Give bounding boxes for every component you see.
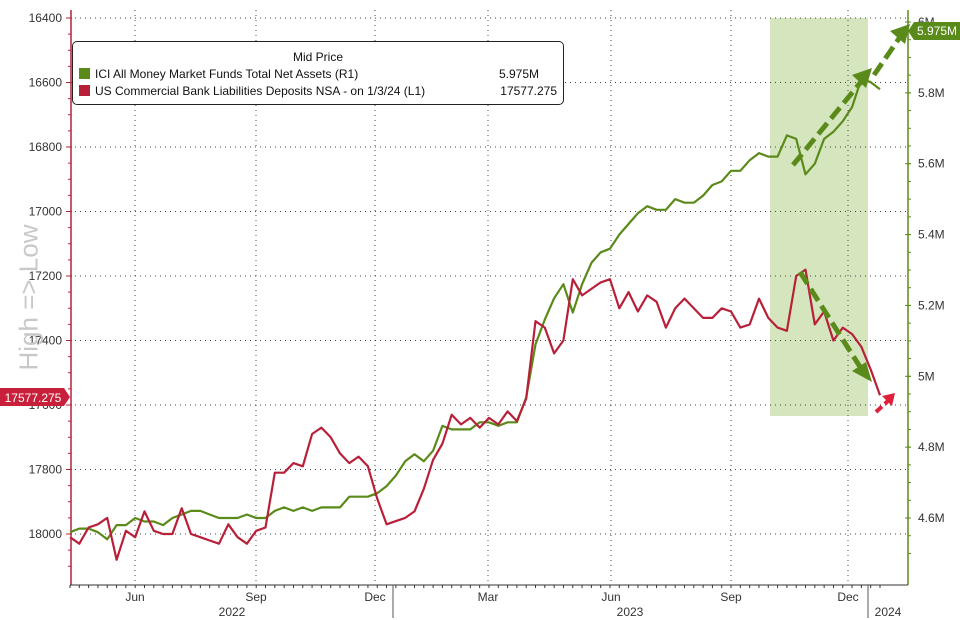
x-tick-label: Dec	[837, 590, 858, 604]
green-up-arrow-head	[852, 68, 872, 88]
x-tick-label: Sep	[720, 590, 742, 604]
legend-name-deposits: US Commercial Bank Liabilities Deposits …	[95, 83, 426, 98]
right-tick-label: 5.2M	[918, 298, 945, 312]
red-up-arrow-shaft	[874, 398, 891, 414]
grid	[70, 10, 908, 585]
right-tick-label: 5.8M	[918, 86, 945, 100]
left-tick-label: 17800	[29, 463, 63, 477]
right-tick-label: 4.6M	[918, 511, 945, 525]
x-tick-label: Jun	[125, 590, 144, 604]
deposits-line	[69, 268, 882, 561]
green-right-arrow-head	[890, 24, 910, 44]
left-tick-label: 17400	[29, 334, 63, 348]
left-axis: 1640016600168001700017200174001760017800…	[0, 10, 72, 585]
left-tick-label: 16600	[29, 76, 63, 90]
year-label: 2023	[617, 605, 644, 619]
legend-swatch-red	[79, 85, 90, 96]
right-tick-label: 5.4M	[918, 228, 945, 242]
legend-value-deposits: 17577.275	[500, 83, 557, 98]
legend-row-money-market: ICI All Money Market Funds Total Net Ass…	[79, 66, 557, 81]
right-badge-text: 5.975M	[917, 24, 957, 38]
trend-arrows	[791, 24, 910, 414]
legend-name-money-market: ICI All Money Market Funds Total Net Ass…	[95, 66, 359, 81]
left-last-value-badge: 17577.275	[0, 388, 70, 406]
right-tick-label: 5M	[918, 369, 935, 383]
right-last-value-badge: 5.975M	[908, 22, 960, 40]
legend-title: Mid Price	[292, 50, 343, 64]
year-label: 2022	[219, 605, 246, 619]
legend: Mid Price ICI All Money Market Funds Tot…	[72, 41, 564, 105]
x-tick-label: Jun	[601, 590, 620, 604]
left-tick-label: 16800	[29, 140, 63, 154]
right-tick-label: 5.6M	[918, 157, 945, 171]
right-badge-shape	[908, 22, 960, 40]
x-tick-label: Dec	[364, 590, 385, 604]
left-badge-text: 17577.275	[5, 391, 62, 405]
left-tick-label: 16400	[29, 11, 63, 25]
green-down-arrow-head	[852, 362, 872, 382]
red-up-arrow-head	[882, 393, 895, 406]
plot-area	[70, 10, 908, 585]
left-badge-shape	[0, 388, 70, 406]
legend-swatch-green	[79, 68, 90, 79]
money-market-line	[69, 77, 881, 541]
left-tick-label: 17000	[29, 205, 63, 219]
shaded-region	[770, 18, 868, 416]
legend-row-deposits: US Commercial Bank Liabilities Deposits …	[79, 83, 557, 98]
left-tick-label: 18000	[29, 527, 63, 541]
left-tick-label: 17200	[29, 269, 63, 283]
watermark-label: High => Low	[13, 224, 44, 371]
x-tick-label: Mar	[478, 590, 499, 604]
x-axis: Jun Sep Dec Mar Jun Sep Dec 2022 2023 2024	[69, 584, 908, 619]
year-label: 2024	[875, 605, 902, 619]
right-tick-label: 4.8M	[918, 440, 945, 454]
series-layer	[69, 77, 882, 561]
x-tick-label: Sep	[245, 590, 267, 604]
green-right-arrow-shaft	[871, 35, 903, 77]
legend-value-money-market: 5.975M	[498, 66, 539, 81]
